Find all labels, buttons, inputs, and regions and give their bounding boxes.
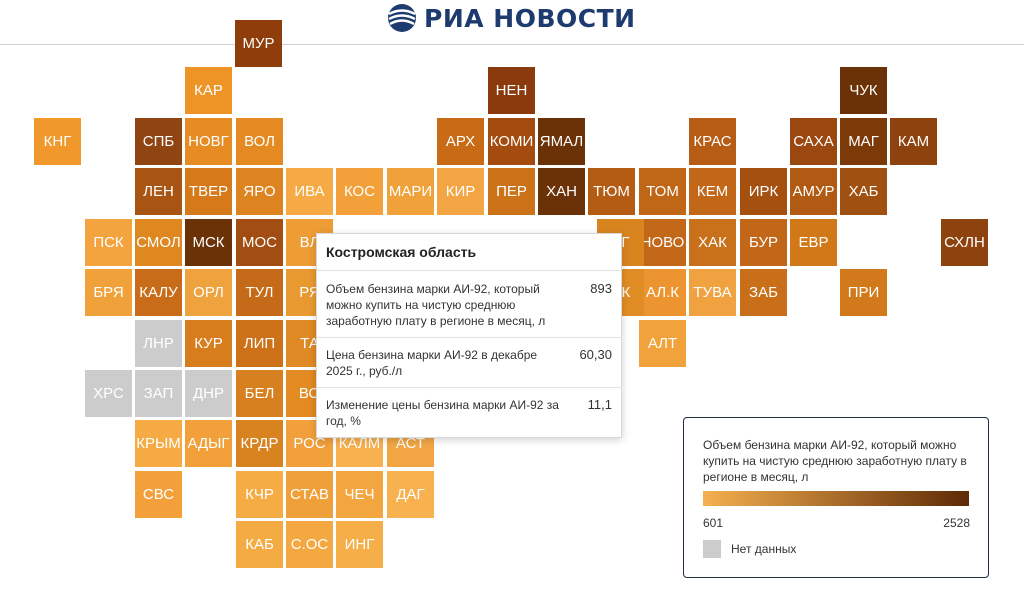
region-tile[interactable]: ЛИП — [236, 320, 283, 367]
brand-name: РИА НОВОСТИ — [424, 3, 636, 33]
region-tile[interactable]: КРЫМ — [135, 420, 182, 467]
region-tile[interactable]: МАГ — [840, 118, 887, 165]
region-tile[interactable]: МСК — [185, 219, 232, 266]
region-tile[interactable]: КРДР — [236, 420, 283, 467]
region-tile[interactable]: ЗАБ — [740, 269, 787, 316]
region-tile[interactable]: КАБ — [236, 521, 283, 568]
region-tile[interactable]: МУР — [235, 20, 282, 67]
legend-nodata-label: Нет данных — [731, 542, 797, 556]
legend-title: Объем бензина марки АИ-92, который можно… — [703, 438, 967, 484]
region-tile[interactable]: СВС — [135, 471, 182, 518]
region-tile[interactable]: С.ОС — [286, 521, 333, 568]
legend-color-scale — [703, 491, 969, 506]
site-header: РИА НОВОСТИ — [0, 0, 1024, 45]
region-tile[interactable]: ХАБ — [840, 168, 887, 215]
ria-logo[interactable]: РИА НОВОСТИ — [386, 0, 636, 36]
tooltip-row-volume: Объем бензина марки АИ-92, который можно… — [326, 281, 612, 329]
region-tile[interactable]: КЕМ — [689, 168, 736, 215]
region-tile[interactable]: ЕВР — [790, 219, 837, 266]
region-tile[interactable]: ХАН — [538, 168, 585, 215]
region-tile[interactable]: БУР — [740, 219, 787, 266]
region-tile[interactable]: ДНР — [185, 370, 232, 417]
region-tile[interactable]: САХА — [790, 118, 837, 165]
region-tile[interactable]: ЛНР — [135, 320, 182, 367]
tooltip-value: 11,1 — [587, 397, 612, 412]
region-tile[interactable]: НЕН — [488, 67, 535, 114]
region-tile[interactable]: ТВЕР — [185, 168, 232, 215]
tooltip-title: Костромская область — [326, 244, 477, 260]
region-tile[interactable]: КАР — [185, 67, 232, 114]
region-tile[interactable]: КАЛУ — [135, 269, 182, 316]
region-tile[interactable]: ХРС — [85, 370, 132, 417]
region-tile[interactable]: ИРК — [740, 168, 787, 215]
region-tile[interactable]: КНГ — [34, 118, 81, 165]
region-tile[interactable]: ЯРО — [236, 168, 283, 215]
tooltip-divider — [317, 270, 621, 271]
region-tile[interactable]: ЧЕЧ — [336, 471, 383, 518]
region-tile[interactable]: АМУР — [790, 168, 837, 215]
tooltip-row-change: Изменение цены бензина марки АИ-92 за го… — [326, 397, 612, 429]
region-tile[interactable]: БЕЛ — [236, 370, 283, 417]
region-tile[interactable]: АЛ.К — [639, 269, 686, 316]
region-tile[interactable]: ТЮМ — [588, 168, 635, 215]
region-tile[interactable]: КАМ — [890, 118, 937, 165]
region-tile[interactable]: АЛТ — [639, 320, 686, 367]
tooltip-row-price: Цена бензина марки АИ-92 в декабре 2025 … — [326, 347, 612, 379]
tooltip-value: 893 — [590, 281, 612, 296]
legend-nodata-swatch — [703, 540, 721, 558]
region-tile[interactable]: ВОЛ — [236, 118, 283, 165]
region-tile[interactable]: АДЫГ — [185, 420, 232, 467]
region-tile[interactable]: СТАВ — [286, 471, 333, 518]
ria-globe-icon — [388, 4, 416, 32]
region-tooltip: Костромская область Объем бензина марки … — [316, 233, 622, 438]
region-tile[interactable]: ИНГ — [336, 521, 383, 568]
region-tile[interactable]: МОС — [236, 219, 283, 266]
region-tile[interactable]: ТУЛ — [236, 269, 283, 316]
region-tile[interactable]: ТОМ — [639, 168, 686, 215]
region-tile[interactable]: СХЛН — [941, 219, 988, 266]
map-legend: Объем бензина марки АИ-92, который можно… — [683, 417, 989, 578]
region-tile[interactable]: КРАС — [689, 118, 736, 165]
region-tile[interactable]: ЯМАЛ — [538, 118, 585, 165]
region-tile[interactable]: КИР — [437, 168, 484, 215]
region-tile[interactable]: ТУВА — [689, 269, 736, 316]
region-tile[interactable]: АРХ — [437, 118, 484, 165]
region-tile[interactable]: КУР — [185, 320, 232, 367]
region-tile[interactable]: МАРИ — [387, 168, 434, 215]
legend-max-value: 2528 — [943, 516, 970, 530]
tooltip-label: Изменение цены бензина марки АИ-92 за го… — [326, 398, 559, 428]
region-tile[interactable]: СМОЛ — [135, 219, 182, 266]
tooltip-divider — [317, 337, 621, 338]
region-tile[interactable]: ДАГ — [387, 471, 434, 518]
region-tile[interactable]: ПСК — [85, 219, 132, 266]
region-tile[interactable]: ЧУК — [840, 67, 887, 114]
region-tile[interactable]: ИВА — [286, 168, 333, 215]
tooltip-value: 60,30 — [579, 347, 612, 362]
region-tile[interactable]: ПЕР — [488, 168, 535, 215]
region-tile[interactable]: КОМИ — [488, 118, 535, 165]
region-tile[interactable]: НОВГ — [185, 118, 232, 165]
tooltip-label: Цена бензина марки АИ-92 в декабре 2025 … — [326, 348, 538, 378]
region-tile[interactable]: ОРЛ — [185, 269, 232, 316]
legend-min-value: 601 — [703, 516, 724, 530]
tooltip-label: Объем бензина марки АИ-92, который можно… — [326, 282, 546, 328]
region-tile[interactable]: ХАК — [689, 219, 736, 266]
region-tile[interactable]: СПБ — [135, 118, 182, 165]
region-tile[interactable]: КОС — [336, 168, 383, 215]
region-tile[interactable]: ЛЕН — [135, 168, 182, 215]
region-tile[interactable]: КЧР — [236, 471, 283, 518]
region-tile[interactable]: ЗАП — [135, 370, 182, 417]
tooltip-divider — [317, 387, 621, 388]
region-tile[interactable]: ПРИ — [840, 269, 887, 316]
region-tile[interactable]: БРЯ — [85, 269, 132, 316]
region-tile[interactable]: НОВО — [639, 219, 686, 266]
